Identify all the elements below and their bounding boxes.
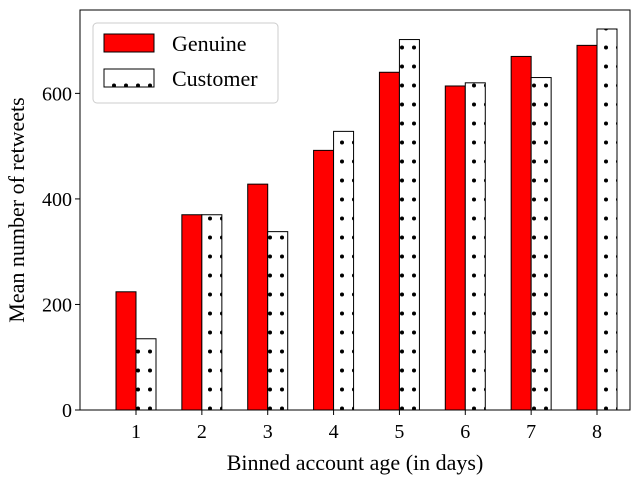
legend-swatch-customer [103,68,155,88]
bar-genuine-3 [247,183,269,411]
bar-customer-5 [398,39,420,411]
x-axis-label: Binned account age (in days) [227,450,484,475]
y-tick-label: 200 [42,294,72,316]
x-tick-label: 5 [394,421,404,443]
bar-genuine-2 [181,214,203,411]
bar-customer-4 [333,130,355,411]
x-tick-label: 6 [460,421,470,443]
bar-customer-7 [530,77,552,411]
y-tick-label: 600 [42,83,72,105]
bar-genuine-4 [313,149,335,411]
x-tick-label: 3 [263,421,273,443]
legend-label-customer: Customer [172,66,258,91]
bar-genuine-5 [378,71,400,411]
x-tick-label: 7 [526,421,536,443]
y-axis: 0 200 400 600 [42,83,80,422]
legend-label-genuine: Genuine [172,31,247,56]
bar-genuine-1 [115,291,137,411]
bar-genuine-7 [510,55,532,411]
x-axis: 1 2 3 4 5 6 7 8 [131,410,602,443]
x-tick-label: 2 [197,421,207,443]
x-tick-label: 8 [592,421,602,443]
bar-genuine-8 [576,44,598,411]
x-tick-label: 4 [329,421,339,443]
bar-customer-3 [267,231,289,411]
bar-customer-8 [596,28,618,411]
bar-customer-2 [201,214,223,411]
legend: Genuine Customer [92,22,279,104]
legend-swatch-genuine [103,33,155,53]
bars-group [115,28,618,411]
y-tick-label: 400 [42,189,72,211]
y-axis-label: Mean number of retweets [4,97,29,322]
bar-genuine-6 [444,85,466,411]
y-tick-label: 0 [62,400,72,422]
bar-customer-1 [135,338,157,411]
x-tick-label: 1 [131,421,141,443]
bar-customer-6 [464,82,486,411]
plot-frame [79,9,631,411]
